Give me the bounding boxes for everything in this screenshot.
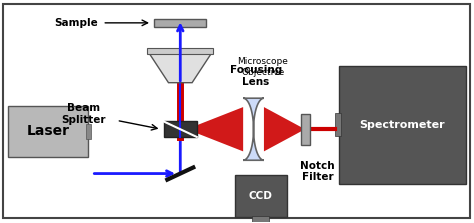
Text: Focusing
Lens: Focusing Lens (230, 65, 282, 87)
Bar (164, 122, 197, 137)
Polygon shape (243, 98, 264, 160)
Text: Beam
Splitter: Beam Splitter (61, 103, 106, 124)
Bar (147, 48, 213, 54)
Polygon shape (197, 107, 243, 151)
FancyBboxPatch shape (3, 4, 470, 218)
Text: CCD: CCD (249, 191, 273, 201)
FancyBboxPatch shape (338, 66, 466, 184)
Polygon shape (264, 107, 302, 151)
Bar (86, 124, 91, 139)
Bar (301, 114, 310, 145)
Text: Spectrometer: Spectrometer (360, 120, 445, 130)
Bar (155, 19, 206, 27)
Polygon shape (150, 54, 211, 83)
Bar (335, 113, 341, 136)
Text: Notch
Filter: Notch Filter (300, 161, 335, 182)
Bar (252, 216, 269, 223)
Text: Sample: Sample (55, 18, 98, 28)
FancyBboxPatch shape (235, 175, 287, 217)
Text: Microscope
Objective: Microscope Objective (237, 58, 289, 77)
Text: Laser: Laser (27, 124, 70, 138)
FancyBboxPatch shape (8, 106, 88, 157)
